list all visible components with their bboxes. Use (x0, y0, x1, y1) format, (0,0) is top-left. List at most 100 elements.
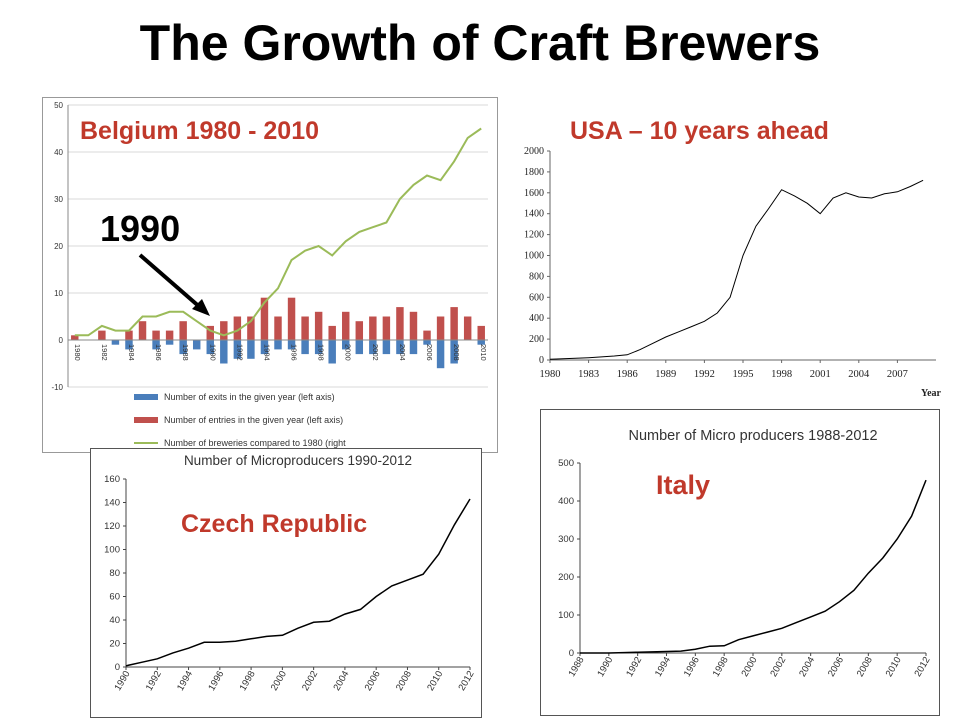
y-tick-label: 40 (54, 148, 63, 157)
legend-label: Number of entries in the given year (lef… (164, 415, 343, 425)
x-tick-label: 1998 (771, 369, 792, 380)
exits-bar (152, 340, 160, 350)
usa-label: USA – 10 years ahead (570, 117, 829, 145)
entries-bar (355, 321, 364, 340)
exits-bar (260, 340, 269, 355)
y-tick-label: 120 (104, 521, 120, 532)
x-tick-label: 2010 (479, 344, 488, 361)
page-title: The Growth of Craft Brewers (139, 15, 821, 71)
x-tick-label: 1986 (617, 369, 638, 380)
entries-bar (125, 330, 133, 340)
y-tick-label: -10 (51, 383, 63, 392)
y-tick-label: 800 (529, 271, 544, 282)
entries-bar (287, 297, 296, 340)
exits-bar (396, 340, 404, 355)
entries-bar (409, 311, 418, 340)
y-tick-label: 1800 (524, 167, 544, 178)
x-axis-title: Year (921, 388, 942, 399)
entries-bar (71, 335, 79, 340)
exits-bar (369, 340, 377, 355)
y-tick-label: 40 (109, 615, 120, 626)
x-tick-label: 1998 (317, 344, 326, 361)
belgium-chart: -10 0 10 20 30 40 50 1980 1982 1984 1986 1988 1990 19… (42, 97, 498, 453)
x-tick-label: 2002 (371, 344, 380, 361)
x-tick-label: 1980 (73, 344, 82, 361)
y-tick-label: 500 (558, 458, 574, 469)
x-tick-label: 1983 (578, 369, 599, 380)
exits-bar (382, 340, 391, 355)
x-tick-label: 2007 (887, 369, 908, 380)
legend-label: Number of exits in the given year (left … (164, 392, 335, 402)
y-tick-label: 30 (54, 195, 63, 204)
chart-frame (90, 448, 482, 718)
series-line (580, 479, 927, 654)
entries-bar (179, 321, 187, 340)
czech-label: Czech Republic (181, 510, 368, 538)
entries-bar (328, 325, 336, 340)
x-tick-label: 1982 (100, 344, 109, 361)
entries-bar (382, 316, 391, 340)
x-tick-label: 1992 (694, 369, 715, 380)
y-tick-label: 400 (558, 496, 574, 507)
y-tick-label: 200 (529, 334, 544, 345)
entries-bar (463, 316, 472, 340)
czech-chart: Number of Microproducers 1990-2012 0 20 40 6… (90, 448, 482, 718)
exits-bar (423, 340, 431, 345)
entries-bar (342, 311, 350, 340)
exits-bar (192, 340, 201, 350)
y-tick-label: 1000 (524, 251, 544, 262)
series-line (125, 498, 471, 667)
x-tick-label: 2000 (344, 344, 353, 361)
exits-bar (342, 340, 350, 350)
y-tick-label: 160 (104, 474, 120, 485)
x-tick-label: 2006 (425, 344, 434, 361)
italy-label: Italy (656, 470, 711, 500)
entries-bar (152, 330, 160, 340)
y-tick-label: 400 (529, 313, 544, 324)
entries-bar (477, 325, 485, 340)
y-tick-label: 60 (109, 592, 120, 603)
y-tick-label: 0 (115, 662, 120, 673)
exits-bar (274, 340, 282, 350)
exits-bar (355, 340, 364, 355)
x-tick-label: 1994 (262, 344, 271, 361)
exits-bar (165, 340, 174, 345)
breweries-line (74, 127, 482, 337)
x-tick-label: 2004 (398, 344, 407, 361)
x-tick-label: 2001 (810, 369, 831, 380)
exits-bar (125, 340, 133, 350)
exits-bar (206, 340, 214, 355)
arrow-annotation (138, 253, 210, 316)
x-tick-label: 1992 (235, 344, 244, 361)
entries-bar (369, 316, 377, 340)
y-tick-label: 2000 (524, 146, 544, 157)
entries-bar (450, 307, 458, 340)
usa-line (549, 179, 924, 360)
entries-bar (165, 330, 174, 340)
entries-bar (396, 307, 404, 340)
x-tick-label: 1989 (655, 369, 676, 380)
exits-bar (233, 340, 242, 359)
usa-chart: 0 200 400 600 800 1000 1200 1400 1600 1800 2000 198… (524, 146, 942, 399)
y-tick-label: 300 (558, 534, 574, 545)
y-tick-label: 1600 (524, 188, 544, 199)
entries-bar (220, 321, 228, 340)
x-tick-label: 2008 (452, 344, 461, 361)
exits-bar (436, 340, 445, 369)
y-tick-label: 1200 (524, 230, 544, 241)
x-tick-label: 1980 (540, 369, 561, 380)
x-tick-label: 2004 (848, 369, 870, 380)
y-tick-label: 100 (558, 610, 574, 621)
y-tick-label: 200 (558, 572, 574, 583)
entries-bar (274, 316, 282, 340)
y-tick-label: 0 (539, 355, 544, 366)
exits-bar (328, 340, 336, 364)
entries-bar (260, 297, 269, 340)
x-tick-label: 1995 (733, 369, 754, 380)
exits-bar (111, 340, 120, 345)
y-tick-label: 50 (54, 101, 63, 110)
italy-chart: Number of Micro producers 1988-2012 0 100 2… (540, 409, 940, 716)
year-1990-annotation: 1990 (100, 208, 181, 249)
y-tick-label: 140 (104, 498, 120, 509)
entries-bar (247, 316, 255, 340)
